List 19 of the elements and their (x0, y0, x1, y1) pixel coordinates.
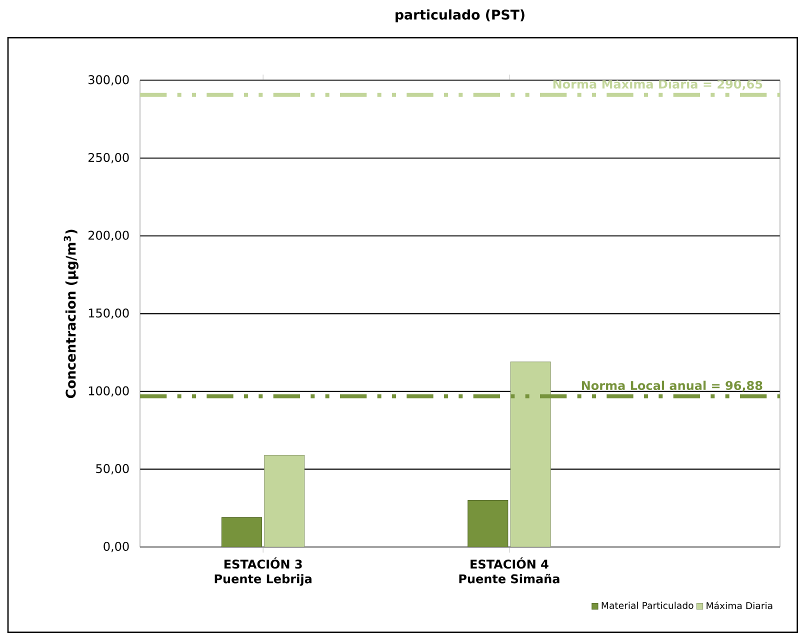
y-axis-title: Concentracion (µg/m$^{3}$) (64, 230, 78, 398)
legend-label: Material Particulado (602, 602, 694, 609)
legend-label: Máxima Diaria (706, 602, 772, 610)
bar (468, 500, 508, 547)
x-tick-label: ESTACIÓN 3 Puente Lebrija (214, 557, 312, 586)
y-tick-label: 0,00 (104, 542, 129, 552)
y-tick-label: 200,00 (88, 230, 129, 242)
bar (221, 517, 262, 547)
bar (510, 362, 551, 547)
y-tick-label: 150,00 (88, 308, 129, 319)
chart-title: particulado (PST) (396, 9, 524, 22)
ref-line-label: Norma Local anual = 96,88 (582, 380, 762, 392)
y-tick-label: 100,00 (88, 386, 129, 397)
ref-line-label: Norma Máxima Diaria = 290,65 (553, 78, 762, 90)
x-tick-label: ESTACIÓN 4 Puente Simaña (459, 557, 560, 584)
y-tick-label: 250,00 (88, 152, 129, 164)
y-tick-label: 300,00 (88, 75, 129, 86)
bar (264, 454, 305, 547)
y-tick-label: 50,00 (96, 464, 129, 474)
